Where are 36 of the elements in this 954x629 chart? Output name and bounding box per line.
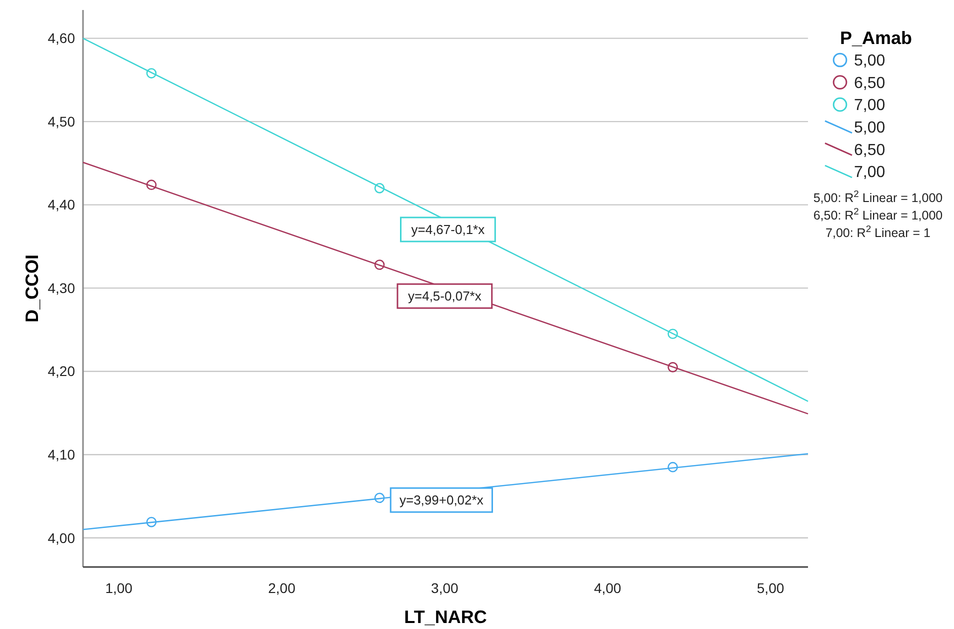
point bbox=[374, 260, 385, 270]
annotation: y=4,5-0,07*x bbox=[408, 288, 482, 304]
y-tick-label: 4,10 bbox=[48, 446, 76, 462]
point bbox=[668, 328, 678, 340]
legend-label: 6,50 bbox=[854, 142, 886, 159]
x-tick-label: 2,00 bbox=[268, 580, 296, 596]
y-tick-label: 4,00 bbox=[48, 530, 76, 546]
y-tick-label: 4,60 bbox=[48, 30, 76, 46]
x-tick-label: 3,00 bbox=[431, 580, 459, 596]
legend-label: 5,00 bbox=[854, 120, 886, 136]
point bbox=[374, 183, 385, 194]
legend-label: 7,00 bbox=[854, 164, 886, 182]
y-tick-label: 4,30 bbox=[48, 280, 76, 296]
point bbox=[374, 492, 385, 504]
legend-label: 6,50 bbox=[854, 74, 886, 92]
legend-label: 5,00 bbox=[854, 52, 886, 70]
x-tick-label: 4,00 bbox=[594, 580, 622, 596]
point bbox=[146, 180, 157, 190]
y-tick-label: 4,40 bbox=[48, 196, 76, 213]
point bbox=[146, 516, 157, 528]
annotation: y=4,67-0,1*x bbox=[411, 222, 486, 238]
legend-label: 7,00 bbox=[854, 97, 886, 114]
x-tick-label: 1,00 bbox=[105, 580, 133, 596]
point bbox=[668, 362, 678, 372]
y-tick-label: 4,20 bbox=[48, 363, 76, 380]
y-axis-title: D_CCOI bbox=[22, 254, 42, 323]
legend-title: P_Amab bbox=[840, 28, 912, 48]
x-axis-title: LT_NARC bbox=[404, 607, 487, 627]
x-tick-label: 5,00 bbox=[756, 580, 784, 596]
point bbox=[146, 68, 157, 78]
text: 6,50: R$^{2}$ Linear = 1,000 bbox=[813, 206, 943, 222]
text: 5,00: R$^{2}$ Linear = 1,000 bbox=[813, 189, 943, 205]
annotation: y=3,99+0,02*x bbox=[399, 492, 484, 508]
text: 7,00: R$^{2}$ Linear = 1 bbox=[826, 224, 931, 240]
y-tick-label: 4,50 bbox=[48, 113, 76, 130]
point bbox=[668, 462, 678, 472]
